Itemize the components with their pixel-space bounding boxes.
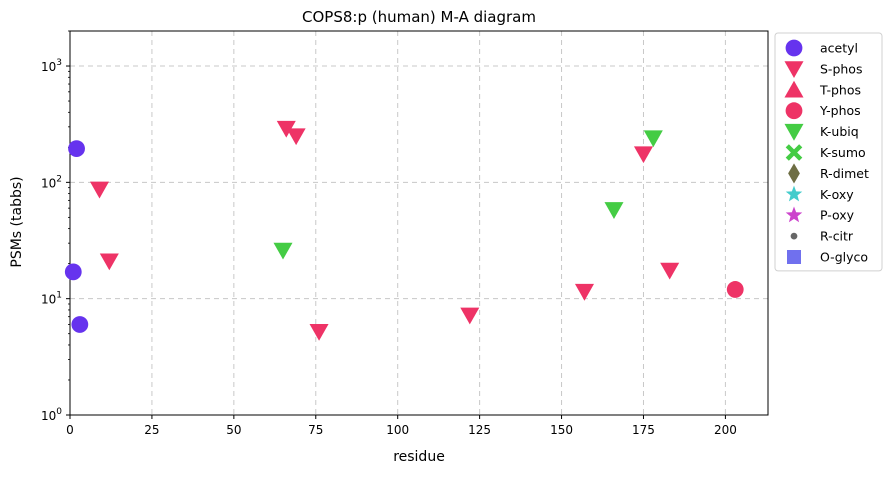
point-k-ubiq xyxy=(643,130,663,148)
chart-title: COPS8:p (human) M-A diagram xyxy=(302,8,536,26)
y-tick-label: 103 xyxy=(41,58,62,74)
legend: acetyl S-phos T-phos Y-phos K-ubiq K-sumo R-di… xyxy=(774,32,883,272)
x-tick-label: 75 xyxy=(308,423,323,437)
legend-label: T-phos xyxy=(819,82,861,97)
legend-marker-acetyl xyxy=(785,39,803,57)
x-axis: 0 25 50 75 100 125 150 175 200 xyxy=(66,415,737,437)
legend-marker-p-oxy xyxy=(785,206,803,223)
point-acetyl xyxy=(68,140,85,158)
x-tick-label: 0 xyxy=(66,423,74,437)
point-s-phos xyxy=(286,128,306,146)
x-tick-label: 125 xyxy=(468,423,491,437)
point-s-phos xyxy=(633,146,653,164)
legend-label: K-ubiq xyxy=(820,124,859,139)
x-tick-label: 50 xyxy=(226,423,241,437)
y-axis: 100 101 102 103 xyxy=(41,30,70,423)
legend-marker-s-phos xyxy=(784,61,804,78)
legend-marker-k-ubiq xyxy=(784,123,804,141)
legend-marker-k-oxy xyxy=(785,185,803,202)
legend-label: Y-phos xyxy=(819,103,861,118)
legend-label: acetyl xyxy=(820,41,858,56)
legend-marker-k-sumo xyxy=(785,144,803,161)
point-s-phos xyxy=(276,120,296,138)
point-s-phos xyxy=(99,253,119,271)
legend-label: R-dimet xyxy=(820,166,869,181)
point-y-phos xyxy=(726,281,744,298)
legend-marker-t-phos xyxy=(784,80,804,98)
point-s-phos xyxy=(574,283,595,301)
point-s-phos xyxy=(309,324,329,341)
y-axis-label: PSMs (tabbs) xyxy=(9,176,25,267)
x-tick-label: 100 xyxy=(386,423,409,437)
legend-box xyxy=(774,32,883,272)
x-tick-label: 25 xyxy=(144,423,159,437)
y-tick-label: 101 xyxy=(41,291,62,307)
point-k-ubiq xyxy=(273,242,293,260)
point-acetyl xyxy=(64,263,82,281)
plot-frame xyxy=(69,30,769,416)
point-k-ubiq xyxy=(604,202,624,219)
legend-label: O-glyco xyxy=(820,250,868,265)
x-tick-label: 200 xyxy=(714,423,737,437)
x-tick-label: 150 xyxy=(550,423,573,437)
legend-marker-y-phos xyxy=(785,102,803,120)
y-tick-label: 102 xyxy=(41,174,62,190)
x-tick-label: 175 xyxy=(632,423,655,437)
legend-marker-k-sumo-stroke-b xyxy=(785,144,803,161)
point-acetyl xyxy=(71,316,89,333)
legend-label: S-phos xyxy=(820,61,862,76)
legend-label: R-citr xyxy=(820,229,854,244)
point-s-phos xyxy=(660,262,680,280)
point-s-phos xyxy=(460,307,480,325)
legend-label: P-oxy xyxy=(820,208,855,223)
x-axis-label: residue xyxy=(393,449,445,465)
legend-marker-o-glyco xyxy=(787,250,801,264)
point-s-phos xyxy=(89,181,110,199)
grid-lines xyxy=(70,31,768,415)
y-tick-label: 100 xyxy=(41,407,62,423)
legend-label: K-sumo xyxy=(820,145,866,160)
legend-marker-r-citr xyxy=(790,232,798,240)
data-points xyxy=(64,120,744,341)
legend-label: K-oxy xyxy=(820,187,854,202)
legend-marker-r-dimet xyxy=(788,163,800,184)
